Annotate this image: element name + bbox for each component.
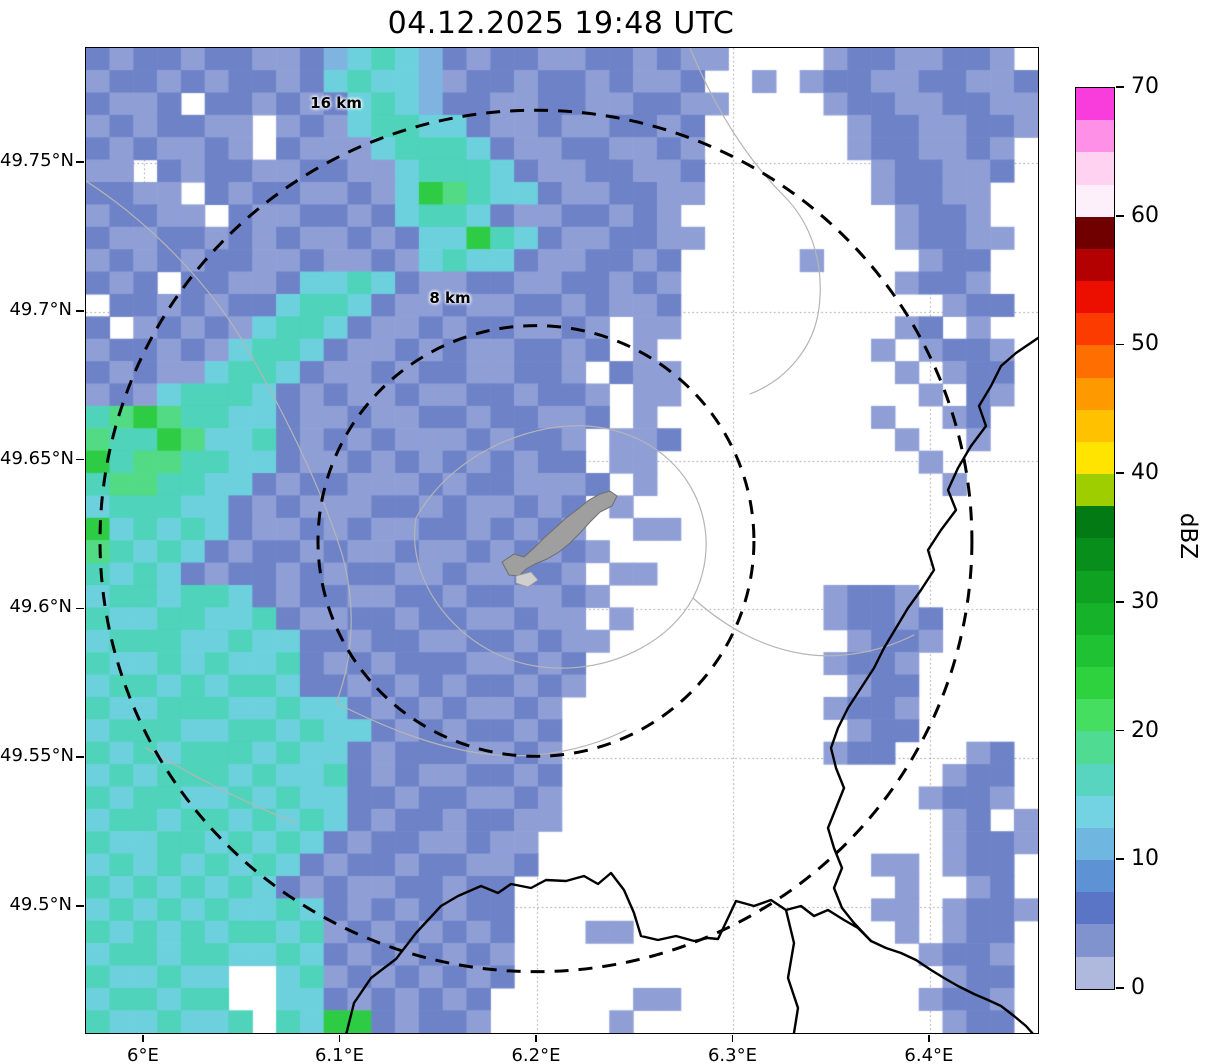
y-tick-mark: [76, 905, 84, 907]
colorbar-segment: [1076, 892, 1114, 925]
colorbar-segment: [1076, 924, 1114, 957]
y-tick-mark: [76, 756, 84, 759]
colorbar-tick-label: 40: [1131, 460, 1159, 486]
range-ring-label-16: 16 km: [310, 94, 362, 112]
colorbar-segment: [1076, 634, 1114, 668]
y-tick-label: 49.6°N: [9, 596, 72, 618]
colorbar-segment: [1076, 731, 1114, 764]
range-ring-8: [316, 324, 756, 758]
city-area-shape-light: [515, 571, 539, 588]
colorbar-tick-label: 60: [1131, 202, 1159, 228]
y-tick-mark: [76, 607, 84, 610]
x-tick-mark: [142, 1035, 144, 1042]
y-tick-label: 49.5°N: [9, 894, 72, 916]
x-tick-label: 6.2°E: [511, 1045, 561, 1064]
colorbar-segment: [1076, 570, 1114, 603]
colorbar-tick-mark: [1116, 987, 1124, 989]
colorbar-segment: [1076, 441, 1114, 475]
y-tick-mark: [76, 458, 84, 461]
colorbar-segment: [1076, 88, 1114, 121]
colorbar-segment: [1076, 763, 1114, 796]
colorbar-tick-label: 0: [1131, 975, 1145, 1000]
colorbar-tick-label: 70: [1131, 74, 1159, 99]
colorbar-segment: [1076, 602, 1114, 635]
range-ring-16: [98, 108, 974, 974]
city-area-shape: [501, 490, 618, 577]
colorbar-tick-mark: [1116, 729, 1124, 732]
colorbar-segment: [1076, 248, 1114, 282]
y-tick-mark: [76, 309, 84, 312]
colorbar-tick-mark: [1116, 214, 1124, 217]
colorbar-tick-label: 20: [1131, 717, 1159, 743]
admin-boundary-line: [689, 48, 821, 395]
colorbar-segment: [1076, 409, 1114, 442]
x-tick-label: 6.1°E: [314, 1045, 364, 1064]
admin-boundary-line: [145, 747, 297, 824]
colorbar-segment: [1076, 216, 1114, 249]
x-tick-label: 6.3°E: [707, 1045, 757, 1064]
colorbar-segment: [1076, 152, 1114, 185]
plot-title: 04.12.2025 19:48 UTC: [387, 6, 735, 41]
x-tick-mark: [535, 1035, 537, 1042]
colorbar-segment: [1076, 506, 1114, 539]
colorbar-tick-mark: [1116, 601, 1124, 603]
admin-boundary-line: [86, 180, 352, 704]
colorbar-segment: [1076, 377, 1114, 410]
colorbar-tick-label: 30: [1131, 588, 1159, 614]
colorbar-segment: [1076, 956, 1114, 989]
y-tick-label: 49.75°N: [0, 149, 74, 171]
country-border-line: [345, 871, 1034, 1033]
x-tick-label: 6°E: [127, 1045, 159, 1064]
colorbar-segment: [1076, 699, 1114, 732]
admin-boundary-line: [335, 702, 627, 757]
x-tick-label: 6.4°E: [904, 1045, 954, 1064]
map-overlay: [86, 48, 1038, 1033]
colorbar-segment: [1076, 313, 1114, 346]
colorbar-label: dBZ: [1175, 512, 1201, 560]
colorbar: [1075, 87, 1115, 990]
colorbar-tick-mark: [1116, 343, 1124, 346]
range-ring-label-8: 8 km: [429, 289, 471, 307]
colorbar-tick-mark: [1116, 472, 1124, 474]
y-tick-label: 49.55°N: [0, 745, 74, 767]
colorbar-segment: [1076, 667, 1114, 700]
admin-boundary-line: [692, 597, 915, 657]
colorbar-segment: [1076, 538, 1114, 571]
colorbar-segment: [1076, 860, 1114, 893]
colorbar-segment: [1076, 120, 1114, 153]
colorbar-segment: [1076, 281, 1114, 314]
colorbar-segment: [1076, 827, 1114, 861]
country-border-line: [826, 336, 1038, 943]
x-tick-mark: [928, 1035, 930, 1042]
y-tick-mark: [76, 161, 84, 163]
y-tick-label: 49.65°N: [0, 447, 74, 469]
colorbar-tick-label: 50: [1131, 331, 1159, 357]
colorbar-segment: [1076, 795, 1114, 828]
colorbar-tick-mark: [1116, 858, 1124, 861]
colorbar-segment: [1076, 184, 1114, 217]
colorbar-tick-mark: [1116, 86, 1124, 88]
x-tick-mark: [731, 1035, 734, 1042]
country-border-line: [784, 908, 800, 1033]
y-tick-label: 49.7°N: [9, 298, 72, 320]
colorbar-tick-label: 10: [1131, 846, 1159, 872]
colorbar-segment: [1076, 345, 1114, 378]
colorbar-segment: [1076, 474, 1114, 507]
map-plot: 16 km 8 km: [85, 47, 1039, 1034]
colorbar-gradient: [1076, 88, 1114, 989]
x-tick-mark: [338, 1035, 341, 1042]
